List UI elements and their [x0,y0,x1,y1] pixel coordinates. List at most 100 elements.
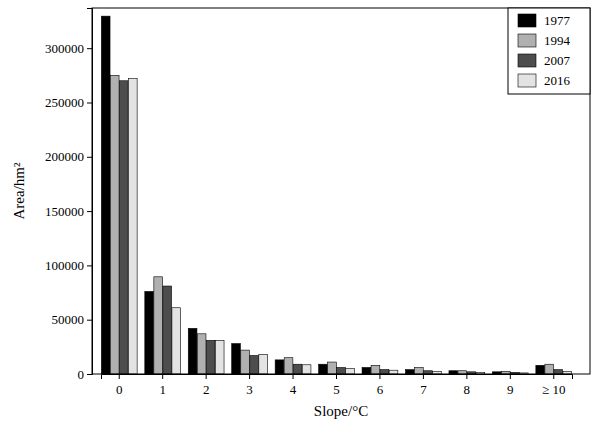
bar [163,286,172,374]
x-tick: 3 [246,374,253,397]
y-tick-label: 0 [78,367,85,382]
y-axis-title: Area/hm² [11,162,27,219]
x-tick: 7 [420,374,427,397]
bar [172,308,181,374]
x-tick-label: 1 [159,382,166,397]
x-tick-mark [553,374,554,379]
x-tick-mark [336,374,337,379]
y-tick: 300000 [45,41,92,56]
bar [206,340,215,374]
x-tick-mark [162,374,163,379]
x-tick-mark [293,374,294,379]
bar [215,340,224,374]
legend-entry: 1977 [518,13,571,28]
x-tick-mark [249,374,250,379]
y-tick-label: 150000 [45,204,84,219]
bar [337,367,346,374]
y-tick-mark [87,48,92,49]
legend: 1977 1994 2007 2016 [508,8,590,94]
bar [415,367,424,374]
bar [259,354,268,374]
x-tick: 8 [464,374,471,397]
y-tick-mark [87,320,92,321]
x-tick-mark [423,374,424,379]
y-tick-mark [87,265,92,266]
legend-label: 1994 [544,33,571,48]
y-tick: 250000 [45,95,92,110]
legend-entry: 1994 [518,33,571,48]
y-tick-label: 100000 [45,258,84,273]
x-tick: 4 [290,374,297,397]
y-tick-mark [87,102,92,103]
bar [241,350,250,374]
x-tick-label: 6 [377,382,384,397]
x-tick-mark [510,374,511,379]
legend-swatch [518,54,536,67]
bar [145,291,154,374]
legend-swatch [518,34,536,47]
x-axis-title: Slope/°C [314,403,368,419]
y-tick: 100000 [45,258,92,273]
x-tick-mark [379,374,380,379]
bar [380,370,389,374]
bars [101,16,571,374]
bar [110,75,119,374]
legend-label: 1977 [544,13,571,28]
x-tick-mark [466,374,467,379]
x-tick: 0 [116,374,123,397]
x-tick: ≥ 10 [542,374,565,397]
y-tick-label: 300000 [45,41,84,56]
bar [302,365,311,374]
bar [406,370,415,374]
bar [101,16,110,374]
bar [362,367,371,374]
x-tick-mark [119,374,120,379]
x-tick-label: 5 [333,382,340,397]
legend-swatch [518,14,536,27]
legend-label: 2007 [544,53,571,68]
bar [232,344,241,374]
x-tick-label: 0 [116,382,123,397]
x-axis-line [102,375,573,380]
y-tick: 200000 [45,149,92,164]
bar [119,81,128,374]
plot-frame [92,8,590,374]
y-tick-mark [87,157,92,158]
x-tick-mark [206,374,207,379]
legend-label: 2016 [544,73,571,88]
bar [536,365,545,374]
x-tick: 2 [203,374,210,397]
y-tick-label: 200000 [45,149,84,164]
y-tick-mark [87,211,92,212]
legend-swatch [518,74,536,87]
y-tick-label: 250000 [45,95,84,110]
bar [328,362,337,374]
bar [389,370,398,374]
bar [154,277,163,374]
bar [284,358,293,374]
x-tick: 6 [377,374,384,397]
x-tick-label: 8 [464,382,471,397]
bar [371,365,380,374]
legend-box [508,8,590,94]
x-tick-label: 3 [246,382,253,397]
x-tick: 1 [159,374,166,397]
legend-entry: 2016 [518,73,571,88]
bar [319,364,328,374]
y-axis: 0 50000 100000 150000 200000 250000 300000 [45,9,93,382]
x-tick-label: 2 [203,382,210,397]
x-axis: 0123456789≥ 10 [102,374,573,397]
x-tick: 5 [333,374,340,397]
chart: 0 50000 100000 150000 200000 250000 300000 0 1 2 3… [0,0,600,428]
bar [275,360,284,374]
y-tick: 150000 [45,204,92,219]
x-tick-label: ≥ 10 [542,382,565,397]
y-tick-label: 50000 [52,312,85,327]
bar [545,364,554,374]
bar [554,370,563,374]
bar [188,328,197,374]
bar [197,334,206,374]
bar [250,356,259,374]
y-tick: 0 [78,367,93,382]
y-tick: 50000 [52,312,93,327]
